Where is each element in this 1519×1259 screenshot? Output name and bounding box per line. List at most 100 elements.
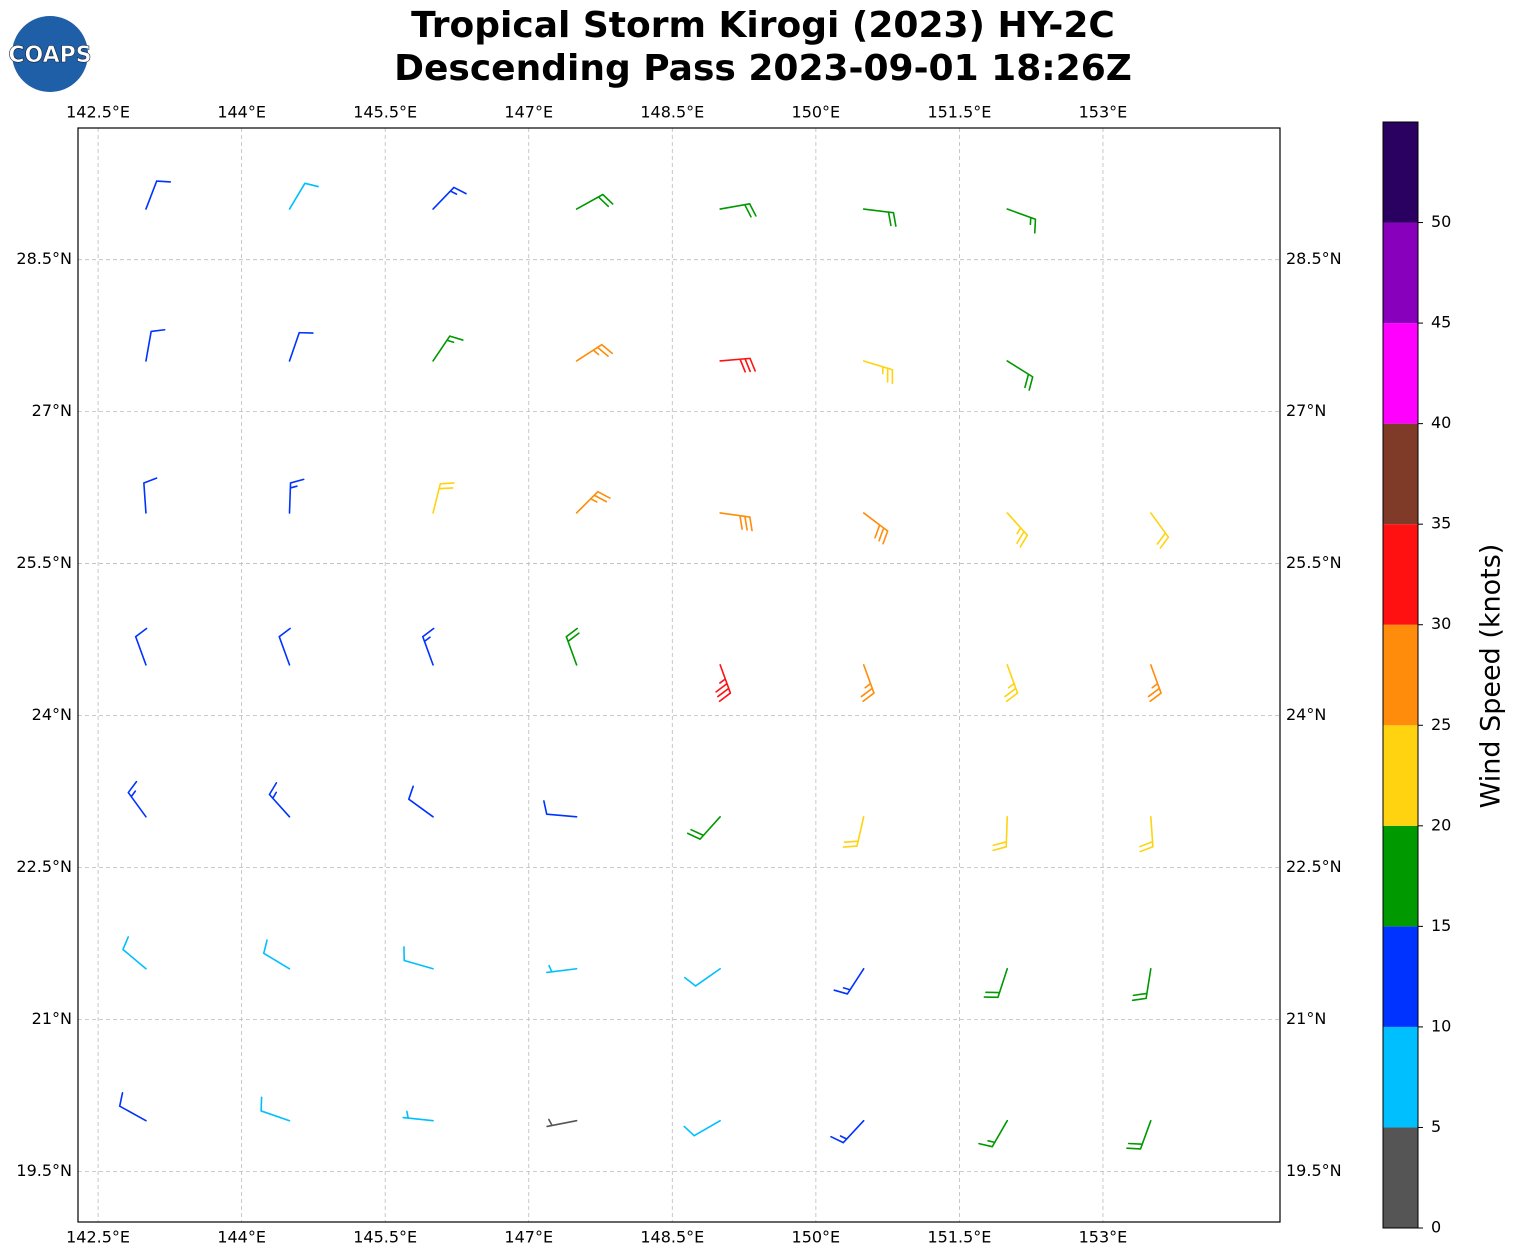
- colorbar-segment: [1383, 423, 1418, 525]
- x-tick-label: 150°E: [792, 103, 841, 122]
- wind-barb: [260, 1096, 291, 1122]
- colorbar-tick-label: 5: [1431, 1117, 1441, 1136]
- y-tick-label: 24°N: [32, 705, 72, 724]
- colorbar-segment: [1383, 1026, 1418, 1128]
- logo: COAPS: [8, 16, 92, 92]
- wind-barb: [546, 1118, 578, 1128]
- colorbar-tick-label: 10: [1431, 1016, 1451, 1035]
- wind-barb: [278, 627, 291, 666]
- wind-barb: [288, 478, 305, 514]
- x-tick-label: 151.5°E: [927, 1228, 991, 1247]
- y-tick-label: 22.5°N: [16, 857, 72, 876]
- y-tick-label: 25.5°N: [16, 553, 72, 572]
- wind-barb: [421, 627, 435, 666]
- wind-barb: [122, 936, 147, 970]
- wind-barb: [715, 664, 732, 703]
- wind-barb: [719, 357, 756, 373]
- x-tick-label: 153°E: [1079, 1228, 1128, 1247]
- title: Tropical Storm Kirogi (2023) HY-2C: [411, 5, 1115, 46]
- x-tick-label: 142.5°E: [66, 1228, 130, 1247]
- title: Descending Pass 2023-09-01 18:26Z: [394, 48, 1132, 89]
- wind-barb: [1126, 1119, 1152, 1150]
- y-tick-label: 28.5°N: [16, 249, 72, 268]
- colorbar-tick-label: 35: [1431, 514, 1451, 533]
- wind-barb: [983, 967, 1009, 999]
- x-tick-label: 142.5°E: [66, 103, 130, 122]
- wind-barb: [143, 477, 158, 514]
- wind-barb: [575, 343, 613, 362]
- wind-barb: [403, 946, 434, 970]
- y-tick-label: 19.5°N: [16, 1161, 72, 1180]
- colorbar-frame: [1382, 121, 1419, 1229]
- wind-barb: [432, 186, 467, 210]
- colorbar-segment: [1383, 1127, 1418, 1228]
- y-tick-label: 22.5°N: [1286, 857, 1342, 876]
- wind-barb: [546, 964, 578, 974]
- wind-barb: [127, 780, 147, 818]
- wind-barb: [833, 967, 865, 995]
- colorbar-segment: [1383, 524, 1418, 625]
- wind-barb: [118, 1092, 147, 1122]
- colorbar-label: Wind Speed (knots): [1476, 544, 1507, 809]
- wind-barb: [1004, 664, 1019, 703]
- wind-barb: [1006, 208, 1037, 234]
- wind-barb: [288, 182, 319, 210]
- wind-barb: [402, 1110, 434, 1122]
- colorbar-tick-label: 25: [1431, 715, 1451, 734]
- wind-barb: [145, 328, 166, 362]
- wind-barb: [1139, 816, 1154, 853]
- wind-barb: [978, 1119, 1009, 1148]
- colorbar-tick-label: 45: [1431, 313, 1451, 332]
- y-tick-label: 24°N: [1286, 705, 1326, 724]
- colorbar-segment: [1383, 222, 1418, 324]
- wind-barb: [1147, 664, 1162, 703]
- colorbar-segment: [1383, 825, 1418, 927]
- x-tick-label: 148.5°E: [640, 103, 704, 122]
- wind-barb: [683, 1119, 721, 1137]
- colorbar-tick-label: 40: [1431, 413, 1451, 432]
- wind-barb: [134, 627, 148, 666]
- wind-barb: [268, 782, 291, 818]
- wind-barb: [575, 490, 611, 514]
- wind-barb: [862, 360, 894, 385]
- x-tick-label: 147°E: [504, 1228, 553, 1247]
- wind-barb: [1131, 967, 1152, 1002]
- x-tick-label: 153°E: [1079, 103, 1128, 122]
- colorbar-segment: [1383, 926, 1418, 1027]
- y-tick-label: 25.5°N: [1286, 553, 1342, 572]
- wind-barb: [719, 203, 757, 218]
- colorbar-tick-label: 15: [1431, 916, 1451, 935]
- wind-barb: [565, 627, 580, 666]
- y-tick-label: 19.5°N: [1286, 1161, 1342, 1180]
- wind-barb: [1006, 360, 1034, 391]
- wind-barb: [543, 800, 578, 818]
- y-tick-label: 21°N: [1286, 1009, 1326, 1028]
- colorbar-segment: [1383, 624, 1418, 726]
- wind-barb: [575, 193, 614, 210]
- wind-barb: [407, 785, 434, 818]
- wind-barb: [288, 331, 314, 362]
- logo-globe: [12, 16, 88, 92]
- wind-barb: [719, 512, 753, 532]
- colorbar-tick-label: 0: [1431, 1218, 1441, 1237]
- x-tick-label: 147°E: [504, 103, 553, 122]
- colorbar-tick-label: 20: [1431, 815, 1451, 834]
- wind-barb: [1006, 512, 1029, 548]
- x-tick-label: 144°E: [217, 103, 266, 122]
- wind-barb: [432, 482, 455, 514]
- wind-barb: [862, 208, 897, 227]
- colorbar-tick-label: 50: [1431, 212, 1451, 231]
- logo-text: COAPS: [8, 43, 91, 68]
- wind-barb: [145, 180, 172, 210]
- x-tick-label: 148.5°E: [640, 1228, 704, 1247]
- wind-barb: [860, 664, 875, 703]
- y-tick-label: 27°N: [1286, 401, 1326, 420]
- wind-barb: [992, 816, 1009, 852]
- y-tick-label: 28.5°N: [1286, 249, 1342, 268]
- wind-barb: [684, 967, 721, 987]
- y-tick-label: 21°N: [32, 1009, 72, 1028]
- barbs: [118, 180, 1170, 1150]
- x-tick-label: 144°E: [217, 1228, 266, 1247]
- wind-barb: [262, 939, 291, 970]
